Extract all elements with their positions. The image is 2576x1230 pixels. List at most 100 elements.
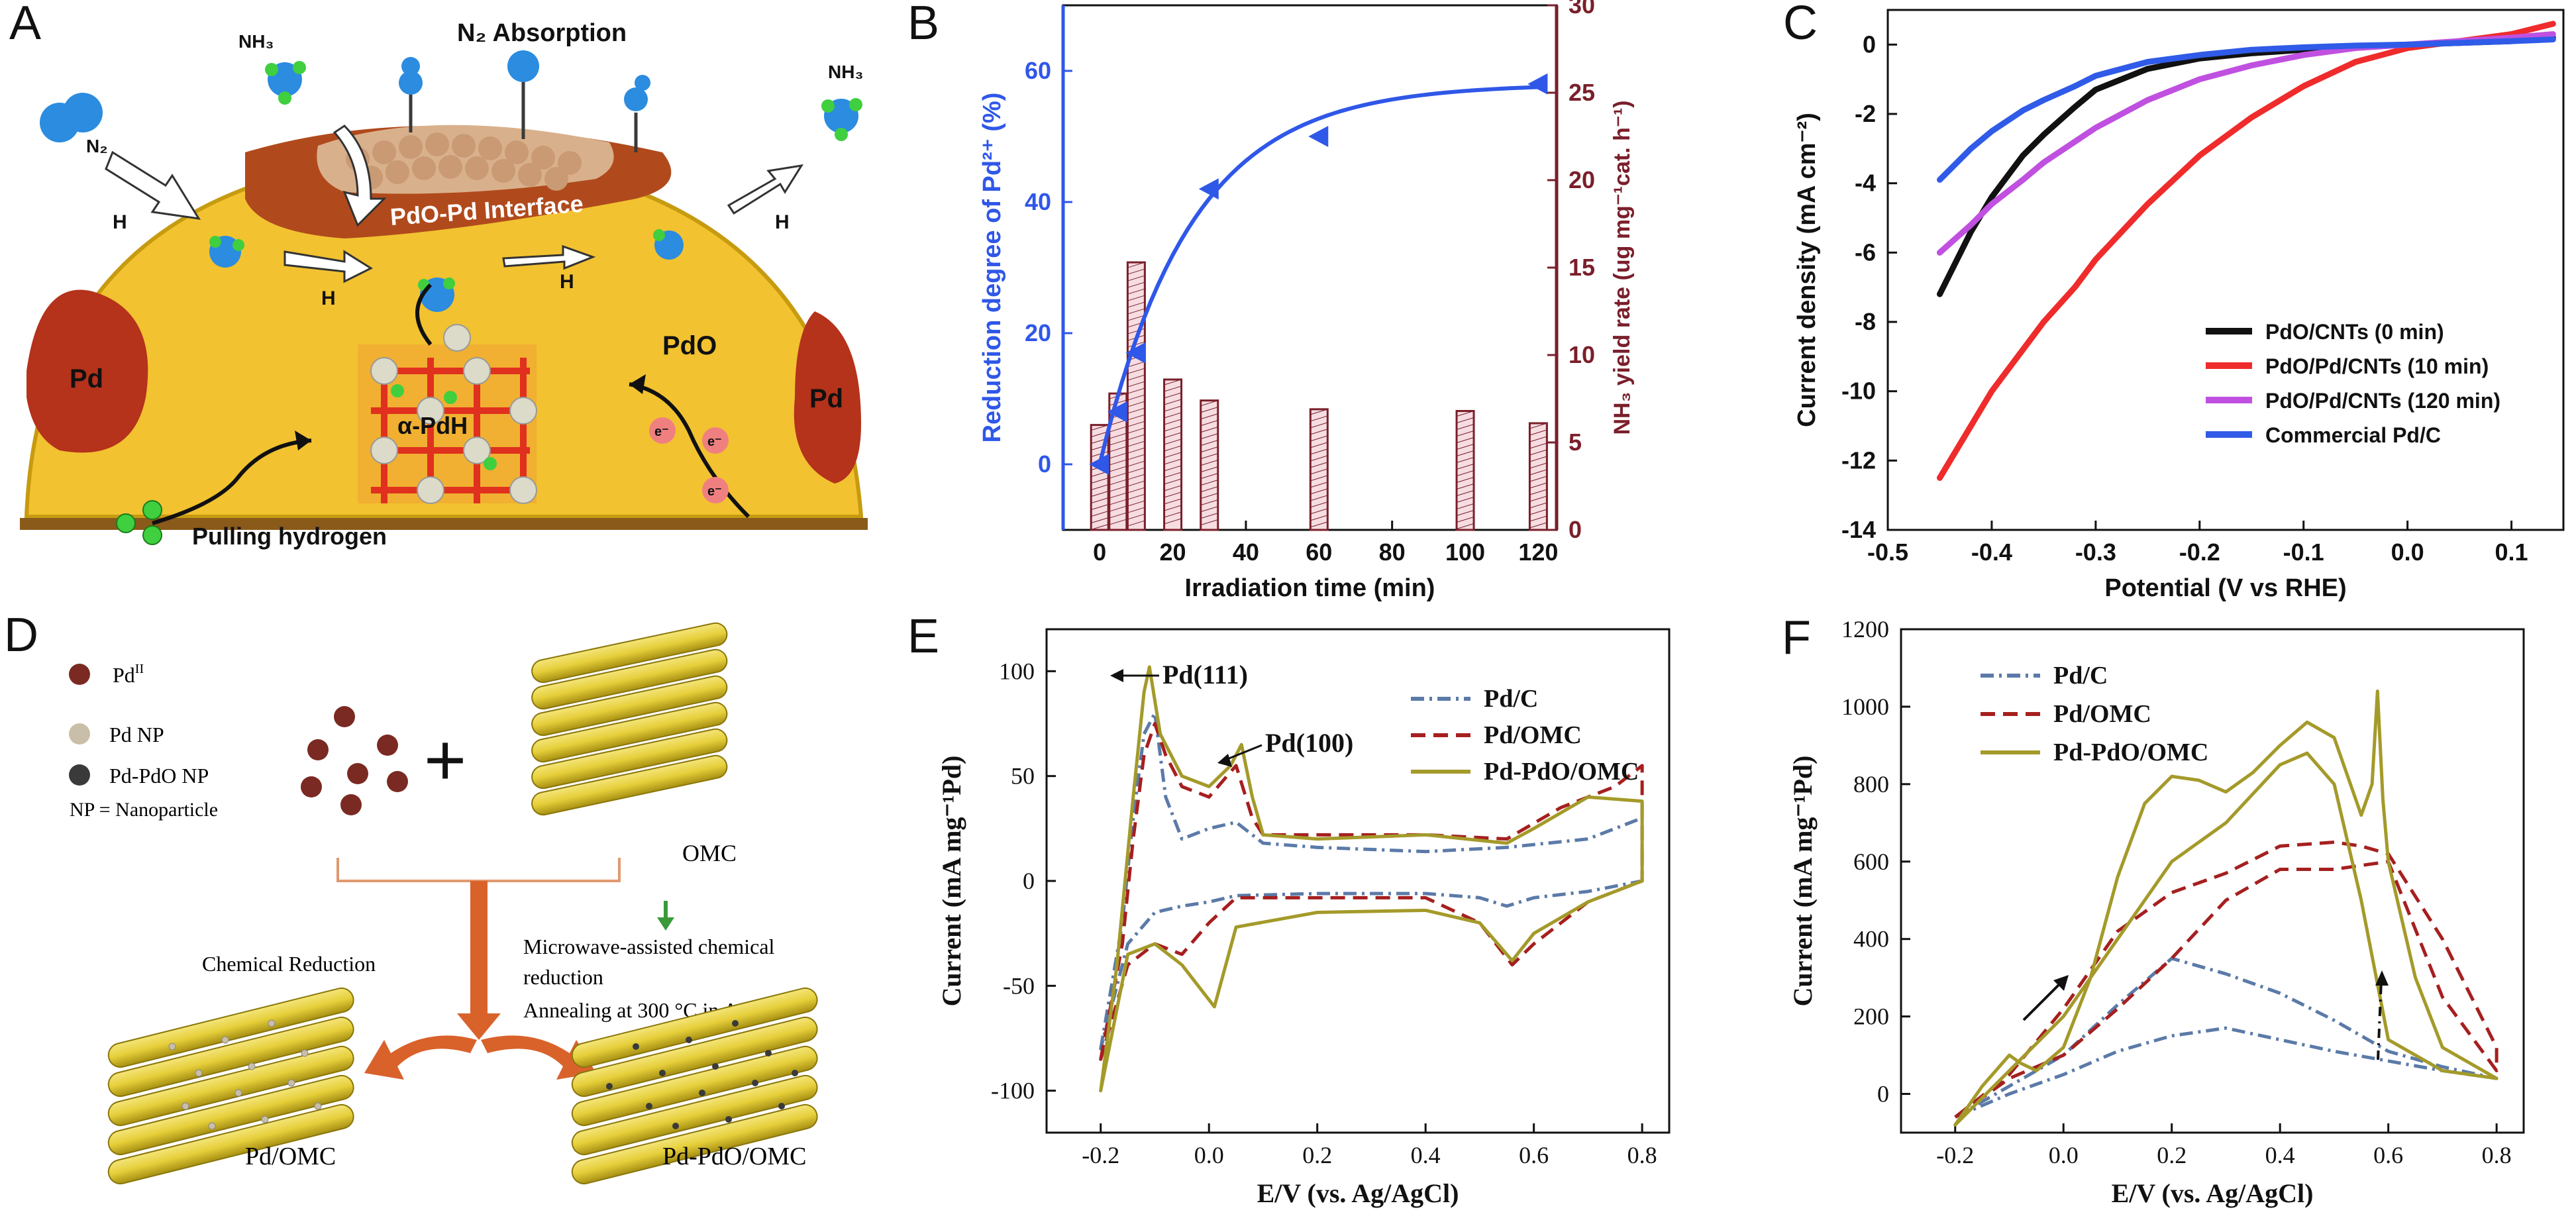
bar-hatch: [1200, 440, 1218, 446]
bar-hatch: [1127, 507, 1145, 513]
bar-hatch: [1091, 431, 1109, 438]
panel-e: E -0.2 0.0 0.2 0.4 0.6 0.8 -100 -50 0 50 100 Pd/C Pd…: [901, 603, 1762, 1227]
bar-hatch: [1200, 446, 1218, 453]
reduction-point: [1125, 342, 1146, 364]
y-right-tick-label: 10: [1569, 341, 1595, 368]
bar-hatch: [1127, 308, 1145, 315]
bar-hatch: [1200, 473, 1218, 480]
label-nh3-right: NH₃: [828, 62, 863, 82]
label-pd-left: Pd: [70, 364, 103, 393]
bar-hatch: [1200, 453, 1218, 460]
x-tick-label: 40: [1233, 538, 1259, 566]
chart-reduction-vs-time: 0 20 40 60 80 100 120 0 20 40 60 0 5 10 15 20 25 30 Irradi…: [978, 0, 1635, 602]
bar-hatch: [1164, 505, 1182, 511]
bar-hatch: [1164, 412, 1182, 419]
bar-hatch: [1310, 448, 1328, 455]
bar-hatch: [1310, 495, 1328, 501]
bar-hatch: [1529, 522, 1547, 529]
bar-hatch: [1200, 513, 1218, 519]
bar-hatch: [1529, 476, 1547, 482]
bar-hatch: [1456, 431, 1474, 436]
bar-hatch: [1456, 437, 1474, 443]
bar-hatch: [1109, 492, 1127, 499]
legend-label: Pd/OMC: [1484, 721, 1582, 749]
bar-hatch: [1164, 458, 1182, 465]
bar-hatch: [1127, 434, 1145, 440]
y-right-tick-label: 0: [1569, 516, 1582, 543]
bar-hatch: [1127, 513, 1145, 520]
bar-hatch: [1164, 438, 1182, 445]
bar-hatch: [1127, 493, 1145, 500]
bar-hatch: [1529, 423, 1547, 429]
yield-bar: [1200, 399, 1219, 531]
bar-hatch: [1456, 411, 1474, 417]
label-alpha-pdh: α-PdH: [397, 412, 468, 439]
bar-hatch: [1127, 315, 1145, 321]
bar-hatch: [1109, 459, 1127, 466]
panel-f: F -0.2 0.0 0.2 0.4 0.6 0.8 0 200 400 600 800 1000 12…: [1762, 603, 2576, 1227]
scan-direction-arrow: [2022, 979, 2065, 1021]
reduction-point: [1527, 73, 1548, 95]
bar-hatch: [1200, 480, 1218, 486]
bar-hatch: [1310, 462, 1328, 468]
reduction-point: [1107, 401, 1127, 423]
y-tick-label: -4: [1855, 170, 1876, 197]
legend-label: PdO/Pd/CNTs (10 min): [2265, 354, 2489, 378]
bar-hatch: [1109, 486, 1127, 492]
cv-series-line: [1099, 711, 1644, 1051]
bar-hatch: [1164, 498, 1182, 505]
reaction-arrow-down: [457, 881, 501, 1040]
y-tick-label: 1200: [1841, 616, 1889, 642]
bar-hatch: [1310, 455, 1328, 462]
bar-hatch: [1164, 511, 1182, 518]
x-axis-label: Irradiation time (min): [1185, 574, 1435, 602]
bar-hatch: [1109, 505, 1127, 512]
bar-hatch: [1310, 442, 1328, 448]
y-tick-label: 0: [1023, 868, 1035, 894]
bar-hatch: [1109, 466, 1127, 472]
bar-hatch: [1310, 482, 1328, 488]
bar-hatch: [1164, 485, 1182, 491]
bar-hatch: [1164, 432, 1182, 438]
bar-hatch: [1109, 433, 1127, 439]
x-axis-label: Potential (V vs RHE): [2104, 574, 2346, 602]
bar-hatch: [1164, 399, 1182, 405]
y-tick-label: 200: [1853, 1003, 1889, 1030]
bar-hatch: [1109, 419, 1127, 426]
cv-series-line: [1099, 665, 1644, 1093]
x-tick-label: 0.0: [2391, 538, 2424, 566]
bar-hatch: [1310, 409, 1328, 415]
annotation-pd100: Pd(100): [1265, 728, 1353, 758]
x-tick-label: 0: [1093, 538, 1106, 566]
panel-letter: B: [907, 0, 940, 50]
bar-hatch: [1127, 401, 1145, 407]
electron-markers: [649, 417, 729, 503]
panel-letter: D: [4, 609, 38, 662]
bar-hatch: [1127, 288, 1145, 295]
pd-region-left: [26, 289, 148, 453]
y-left-axis-label: Reduction degree of Pd²⁺ (%): [978, 93, 1006, 443]
reduction-point: [1089, 454, 1109, 475]
x-tick-label: 0.8: [2482, 1142, 2512, 1168]
bar-hatch: [1164, 491, 1182, 498]
reduction-point: [1308, 126, 1329, 147]
omc-label: OMC: [682, 840, 737, 866]
bar-hatch: [1529, 456, 1547, 462]
bar-hatch: [1200, 407, 1218, 413]
bar-hatch: [1529, 502, 1547, 509]
bar-hatch: [1127, 414, 1145, 421]
bar-hatch: [1200, 519, 1218, 526]
panel-b: B 0 20 40 60 80 100 120 0 20 40 60 0 5 10 15 20 25 30 Irra…: [888, 0, 1735, 609]
bar-hatch: [1456, 484, 1474, 489]
yield-bar: [1455, 409, 1475, 531]
bar-hatch: [1127, 487, 1145, 493]
y-left-tick-label: 60: [1025, 57, 1051, 84]
annotation-pd100-arrowhead: [1217, 754, 1232, 767]
bar-hatch: [1456, 457, 1474, 463]
legend-label: Pd-PdO/OMC: [2053, 739, 2208, 766]
legend-pdpdo-label: Pd-PdO NP: [109, 764, 209, 788]
chart-cv-ethanol: -0.2 0.0 0.2 0.4 0.6 0.8 0 200 400 600 800 1000 1200…: [1788, 616, 2525, 1208]
bar-hatch: [1127, 301, 1145, 308]
bar-hatch: [1456, 417, 1474, 423]
arrow-right: [481, 1035, 596, 1080]
